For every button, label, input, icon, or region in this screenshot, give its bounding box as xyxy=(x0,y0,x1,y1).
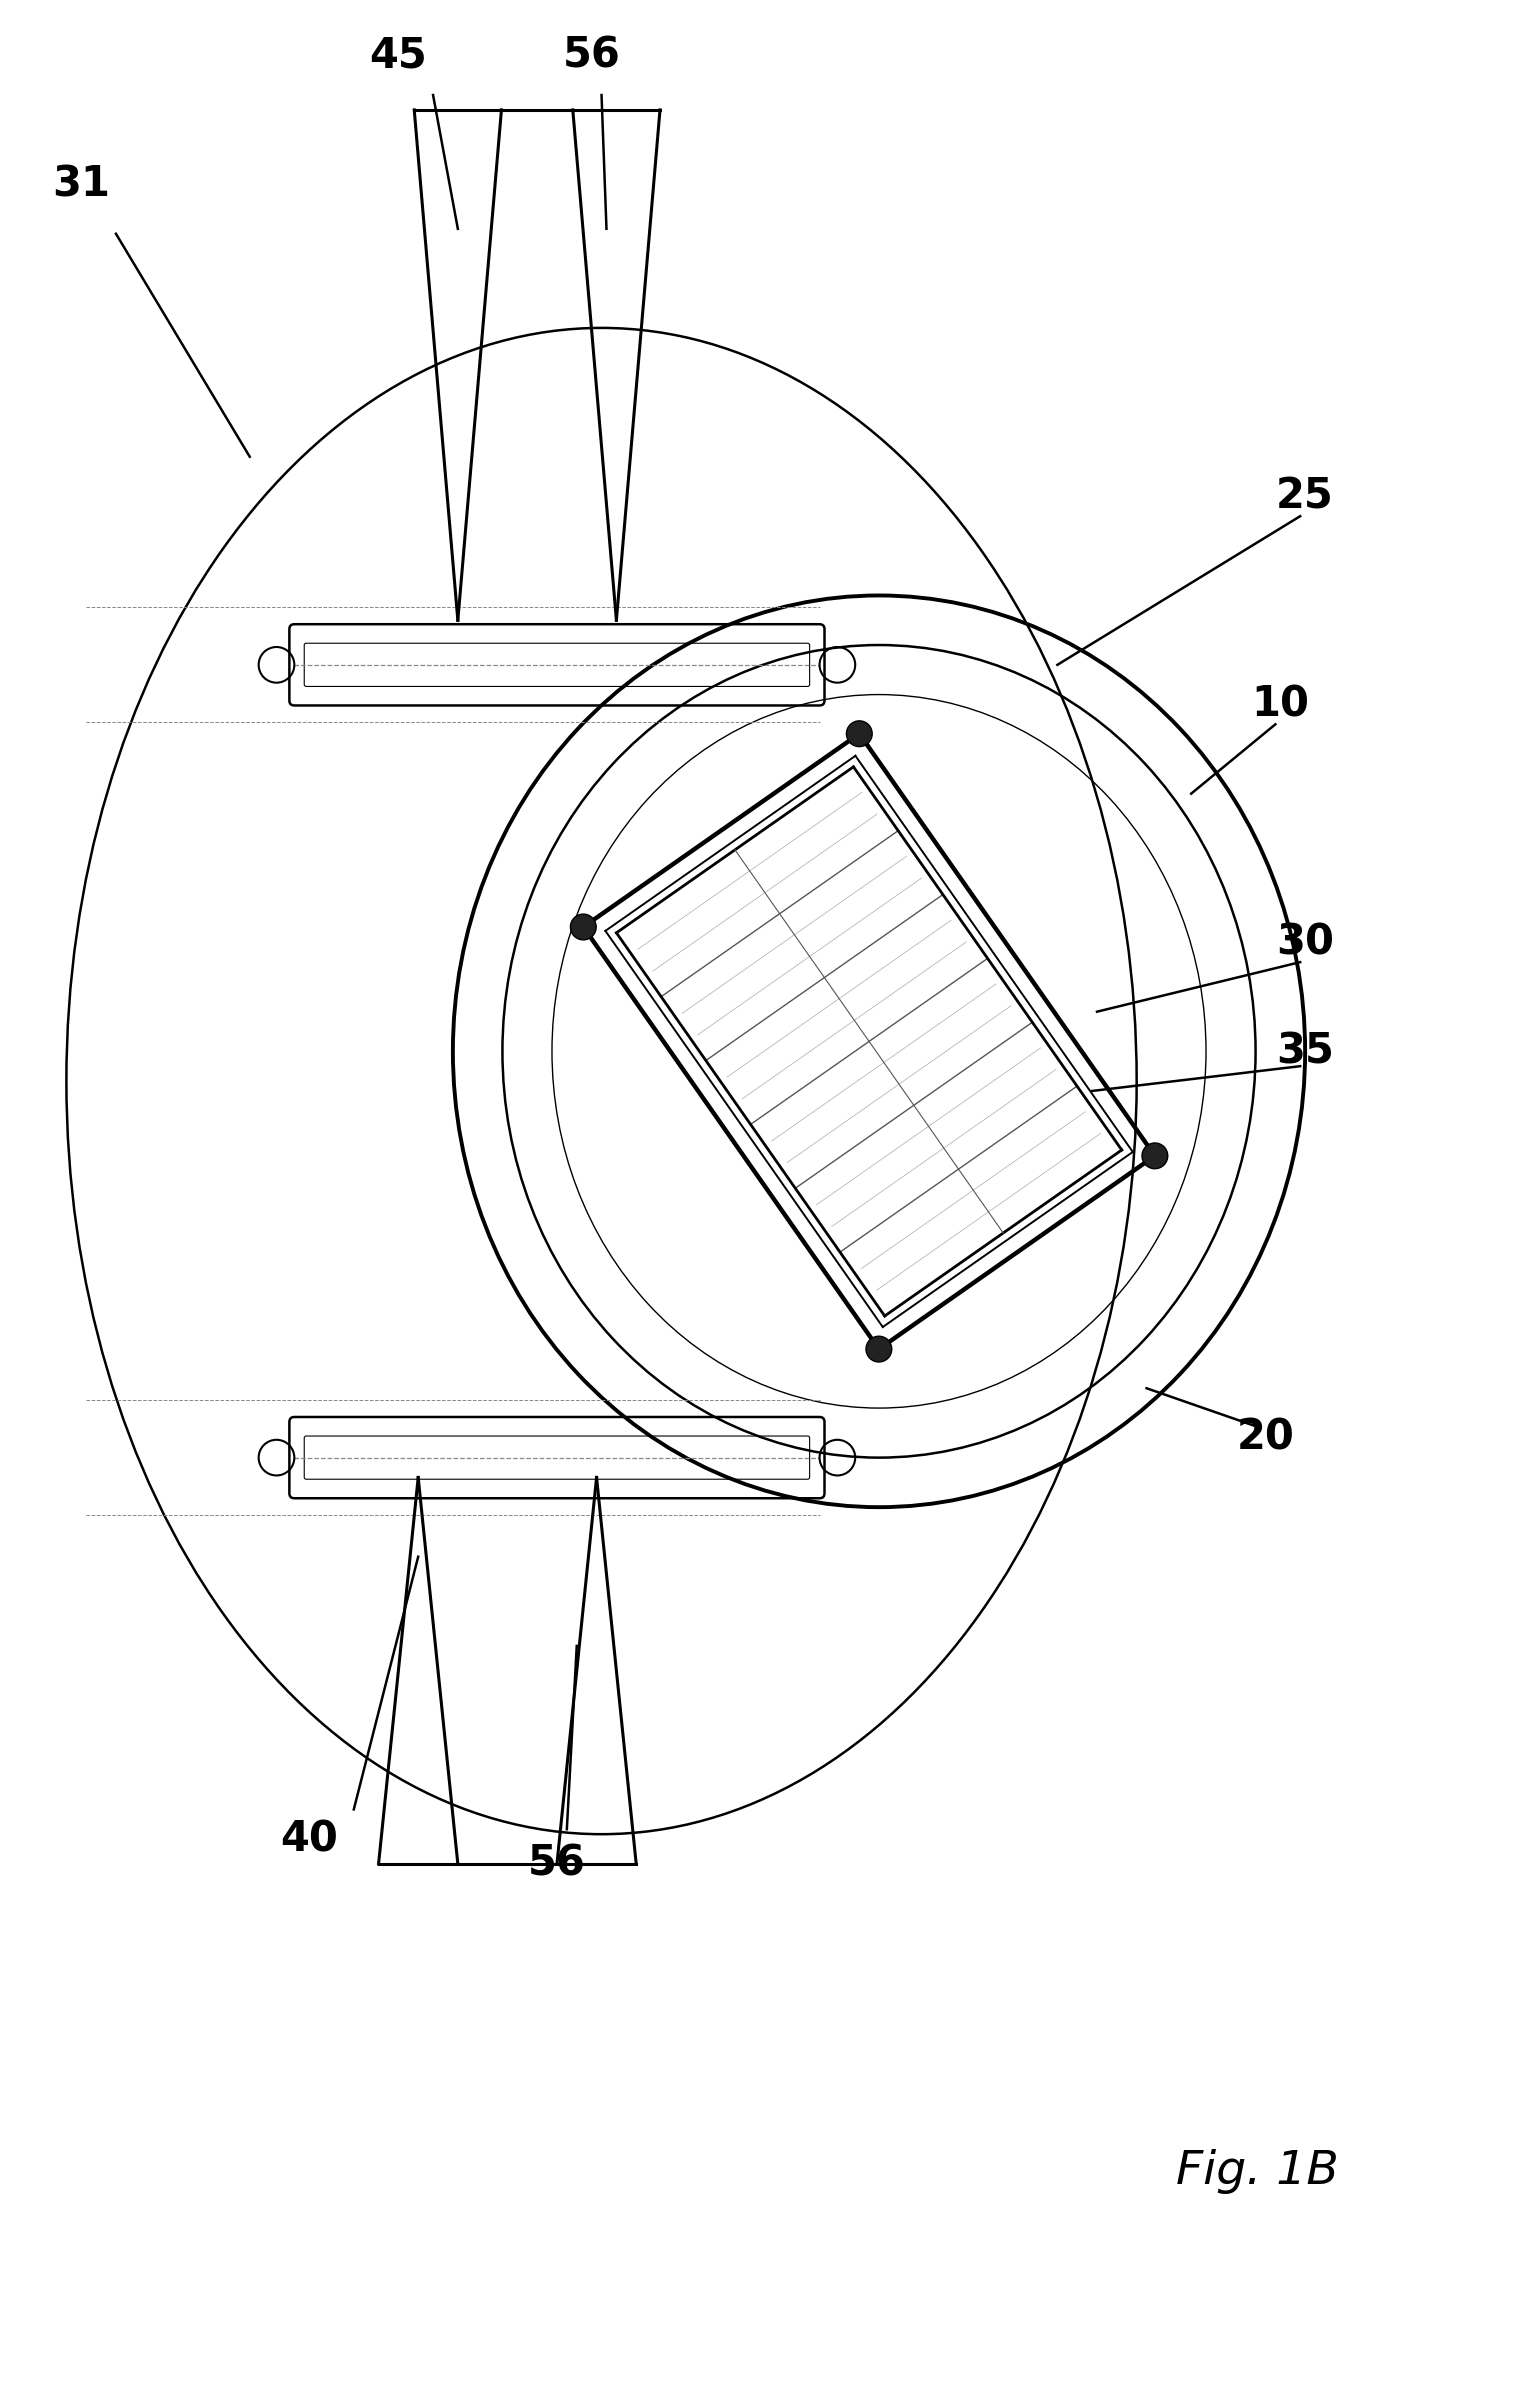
Text: 30: 30 xyxy=(1276,921,1334,964)
Circle shape xyxy=(846,720,873,747)
Circle shape xyxy=(571,914,596,940)
Text: 10: 10 xyxy=(1251,684,1310,725)
Text: 45: 45 xyxy=(369,34,428,77)
Text: 56: 56 xyxy=(528,1843,586,1886)
Text: Fig. 1B: Fig. 1B xyxy=(1176,2149,1339,2194)
Text: 25: 25 xyxy=(1276,476,1334,517)
Text: 31: 31 xyxy=(52,163,111,206)
Text: 40: 40 xyxy=(280,1819,339,1859)
Text: 20: 20 xyxy=(1236,1417,1294,1460)
Circle shape xyxy=(866,1335,891,1362)
Text: 35: 35 xyxy=(1276,1031,1334,1072)
Text: 56: 56 xyxy=(563,34,620,77)
Circle shape xyxy=(1142,1144,1168,1168)
